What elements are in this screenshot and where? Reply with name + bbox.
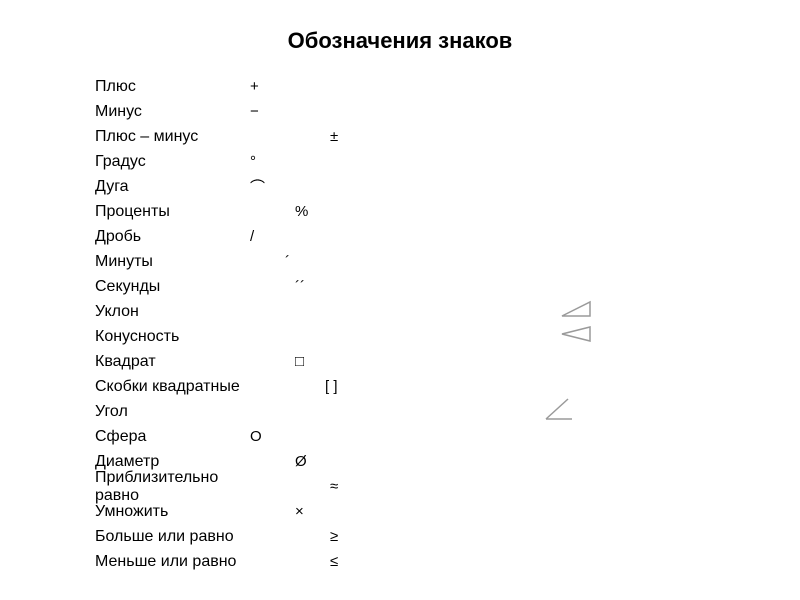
symbol-glyph: ≈ [330,478,338,495]
list-item: Проценты% [95,199,800,224]
slope-icon [560,299,594,324]
symbol-glyph: ⌒ [250,176,265,197]
symbol-glyph: Ø [295,453,307,470]
symbol-glyph: / [250,228,254,245]
symbol-glyph: ´ [285,253,290,270]
symbol-glyph: − [250,103,259,120]
list-item: СфераО [95,424,800,449]
symbol-label: Сфера [95,428,250,446]
list-item: Меньше или равно ≤ [95,549,800,574]
symbol-glyph: ± [330,128,338,145]
symbol-list: Плюс+Минус−Плюс – минус±Градус°Дуга⌒Проц… [0,74,800,574]
symbol-label: Плюс – минус [95,128,250,146]
list-item: Градус° [95,149,800,174]
list-item: Конусность [95,324,800,349]
list-item: Плюс+ [95,74,800,99]
symbol-label: Секунды [95,278,250,296]
list-item: Скобки квадратные [ ] [95,374,800,399]
symbol-glyph: ° [250,153,256,170]
symbol-label: Меньше или равно [95,553,250,571]
symbol-label: Приблизительно равно [95,469,250,505]
symbol-glyph: + [250,78,259,95]
list-item: Больше или равно ≥ [95,524,800,549]
page-title: Обозначения знаков [0,0,800,74]
list-item: Минуты ´ [95,249,800,274]
symbol-label: Дуга [95,178,250,196]
list-item: Умножить × [95,499,800,524]
symbol-label: Уклон [95,303,250,321]
symbol-label: Минус [95,103,250,121]
symbol-label: Больше или равно [95,528,250,546]
list-item: Уклон [95,299,800,324]
symbol-label: Дробь [95,228,250,246]
symbol-glyph: % [295,203,308,220]
symbol-glyph: ≥ [330,528,338,545]
angle-icon [542,396,576,427]
symbol-glyph: □ [295,353,304,370]
symbol-label: Угол [95,403,250,421]
list-item: Плюс – минус ± [95,124,800,149]
list-item: Квадрат □ [95,349,800,374]
symbol-label: Плюс [95,78,250,96]
symbol-glyph: × [295,503,304,520]
symbol-label: Квадрат [95,353,250,371]
symbol-label: Конусность [95,328,250,346]
symbol-glyph: ≤ [330,553,338,570]
list-item: Дуга⌒ [95,174,800,199]
list-item: Дробь/ [95,224,800,249]
symbol-label: Проценты [95,203,250,221]
list-item: Угол [95,399,800,424]
list-item: Приблизительно равно≈ [95,474,800,499]
symbol-glyph: [ ] [325,378,338,395]
taper-icon [560,324,594,349]
symbol-label: Минуты [95,253,250,271]
symbol-glyph: О [250,428,262,445]
symbol-label: Градус [95,153,250,171]
symbol-glyph: ´´ [295,278,305,295]
list-item: Секунды ´´ [95,274,800,299]
symbol-label: Скобки квадратные [95,378,250,396]
symbol-label: Умножить [95,503,250,521]
list-item: Минус− [95,99,800,124]
